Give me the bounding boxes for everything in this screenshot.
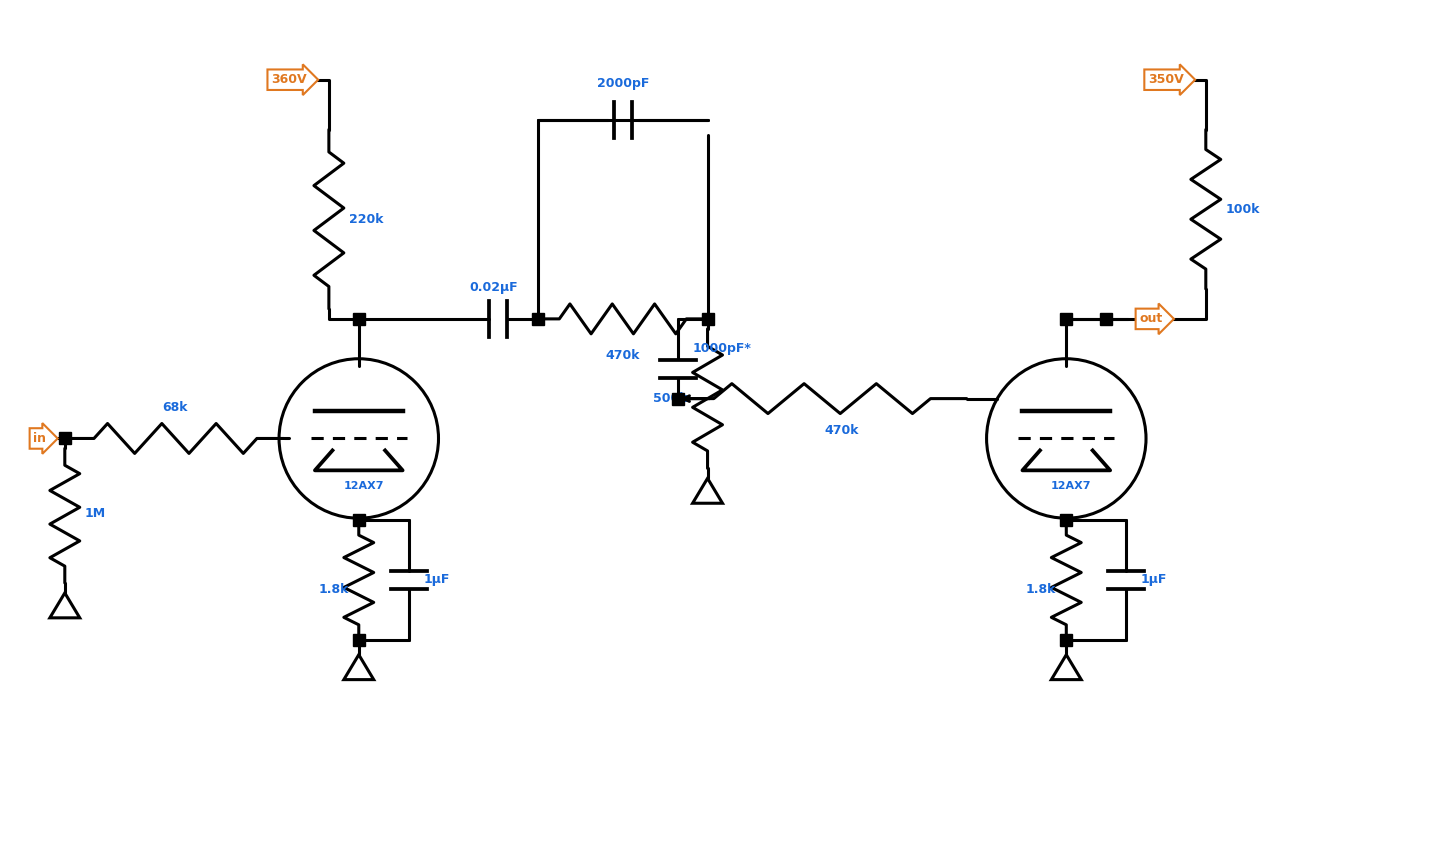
Text: 350V: 350V bbox=[1149, 73, 1183, 87]
Text: 470k: 470k bbox=[825, 423, 860, 436]
Text: 220k: 220k bbox=[348, 213, 383, 225]
Text: in: in bbox=[33, 432, 46, 445]
Text: 0.02μF: 0.02μF bbox=[470, 281, 517, 294]
Text: 12AX7: 12AX7 bbox=[344, 482, 384, 491]
Text: 1μF: 1μF bbox=[423, 573, 449, 586]
Text: 2000pF: 2000pF bbox=[597, 76, 649, 90]
Text: 1000pF*: 1000pF* bbox=[692, 342, 751, 356]
Text: 360V: 360V bbox=[272, 73, 306, 87]
Text: 12AX7: 12AX7 bbox=[1051, 482, 1091, 491]
Text: 1M: 1M bbox=[85, 506, 105, 519]
Text: 1.8k: 1.8k bbox=[318, 584, 348, 596]
Text: 68k: 68k bbox=[163, 400, 188, 414]
Text: 1μF: 1μF bbox=[1142, 573, 1168, 586]
Text: 100k: 100k bbox=[1225, 203, 1260, 216]
Text: 1.8k: 1.8k bbox=[1026, 584, 1056, 596]
Text: 470k: 470k bbox=[605, 349, 640, 362]
Text: 500k: 500k bbox=[653, 393, 688, 405]
Text: out: out bbox=[1139, 313, 1163, 326]
